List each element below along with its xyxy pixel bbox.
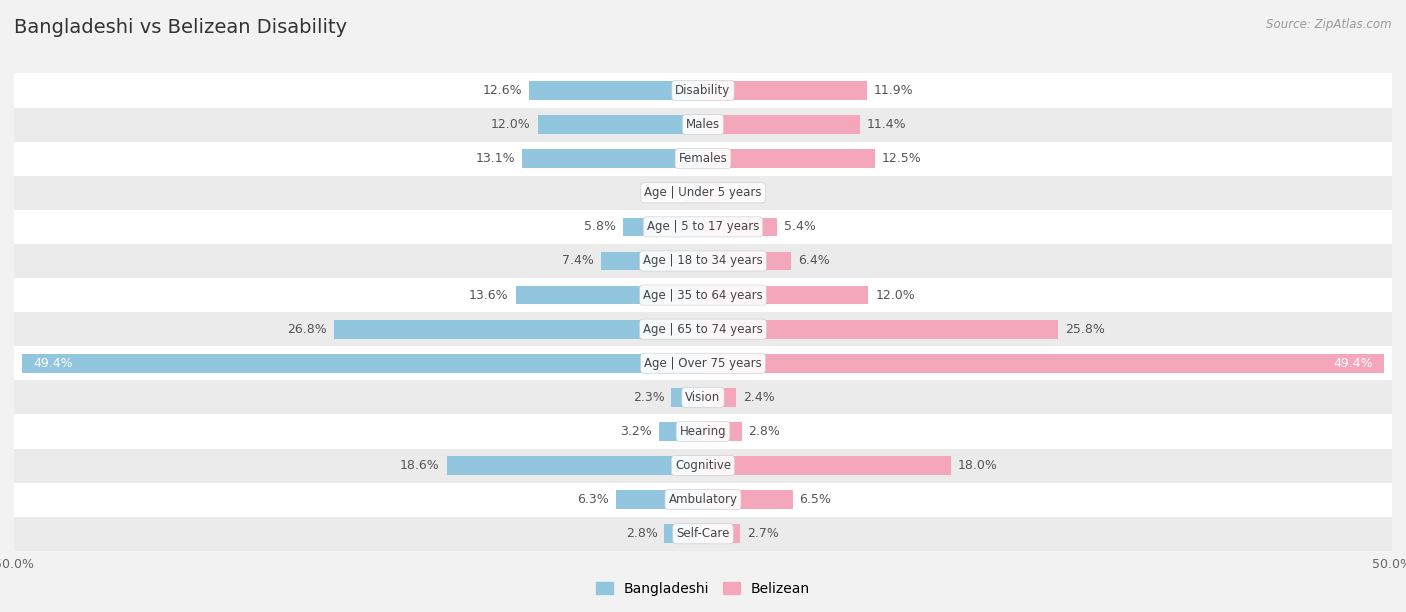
Text: Age | 65 to 74 years: Age | 65 to 74 years [643,323,763,335]
Text: Hearing: Hearing [679,425,727,438]
Bar [703,217,778,236]
Bar [14,278,1392,312]
Text: 12.6%: 12.6% [482,84,523,97]
Bar [703,149,875,168]
Bar [14,346,1392,380]
Text: 2.8%: 2.8% [626,528,658,540]
Bar [703,388,737,407]
Text: 6.3%: 6.3% [578,493,609,506]
Bar [665,524,703,543]
Bar [14,414,1392,449]
Bar [14,380,1392,414]
Bar [703,252,792,271]
Text: Vision: Vision [685,391,721,404]
Text: 12.0%: 12.0% [491,118,531,131]
Bar [523,149,703,168]
Bar [14,483,1392,517]
Text: 2.7%: 2.7% [747,528,779,540]
Bar [447,456,703,475]
Text: 18.6%: 18.6% [401,459,440,472]
Text: Age | 18 to 34 years: Age | 18 to 34 years [643,255,763,267]
Bar [703,115,860,134]
Bar [14,210,1392,244]
Legend: Bangladeshi, Belizean: Bangladeshi, Belizean [591,576,815,601]
Bar [703,456,950,475]
Text: Ambulatory: Ambulatory [668,493,738,506]
Text: Age | Under 5 years: Age | Under 5 years [644,186,762,200]
Text: 13.6%: 13.6% [470,289,509,302]
Bar [516,286,703,304]
Text: 1.2%: 1.2% [727,186,758,200]
Text: 11.9%: 11.9% [875,84,914,97]
Text: 1.3%: 1.3% [647,186,678,200]
Text: 5.4%: 5.4% [785,220,815,233]
Text: Age | 5 to 17 years: Age | 5 to 17 years [647,220,759,233]
Bar [703,422,741,441]
Text: 7.4%: 7.4% [562,255,595,267]
Text: Disability: Disability [675,84,731,97]
Bar [703,490,793,509]
Text: 12.0%: 12.0% [875,289,915,302]
Bar [14,312,1392,346]
Text: Source: ZipAtlas.com: Source: ZipAtlas.com [1267,18,1392,31]
Bar [671,388,703,407]
Text: Age | 35 to 64 years: Age | 35 to 64 years [643,289,763,302]
Text: Age | Over 75 years: Age | Over 75 years [644,357,762,370]
Text: 5.8%: 5.8% [585,220,616,233]
Text: Bangladeshi vs Belizean Disability: Bangladeshi vs Belizean Disability [14,18,347,37]
Text: 13.1%: 13.1% [477,152,516,165]
Text: 6.4%: 6.4% [799,255,830,267]
Bar [14,108,1392,141]
Bar [530,81,703,100]
Text: 26.8%: 26.8% [287,323,326,335]
Text: 3.2%: 3.2% [620,425,652,438]
Text: Cognitive: Cognitive [675,459,731,472]
Text: 49.4%: 49.4% [1333,357,1372,370]
Text: 18.0%: 18.0% [957,459,998,472]
Bar [14,141,1392,176]
Bar [600,252,703,271]
Text: 11.4%: 11.4% [868,118,907,131]
Text: 12.5%: 12.5% [882,152,922,165]
Bar [14,244,1392,278]
Bar [14,176,1392,210]
Bar [623,217,703,236]
Bar [703,286,869,304]
Bar [659,422,703,441]
Bar [14,449,1392,483]
Text: 6.5%: 6.5% [800,493,831,506]
Text: 49.4%: 49.4% [34,357,73,370]
Bar [333,320,703,338]
Text: 2.3%: 2.3% [633,391,665,404]
Bar [703,320,1059,338]
Text: 25.8%: 25.8% [1066,323,1105,335]
Text: Males: Males [686,118,720,131]
Text: 2.8%: 2.8% [748,425,780,438]
Text: 2.4%: 2.4% [742,391,775,404]
Bar [703,524,740,543]
Bar [537,115,703,134]
Text: Self-Care: Self-Care [676,528,730,540]
Bar [703,184,720,202]
Bar [685,184,703,202]
Bar [14,517,1392,551]
Bar [22,354,703,373]
Bar [703,81,868,100]
Bar [14,73,1392,108]
Bar [703,354,1384,373]
Bar [616,490,703,509]
Text: Females: Females [679,152,727,165]
